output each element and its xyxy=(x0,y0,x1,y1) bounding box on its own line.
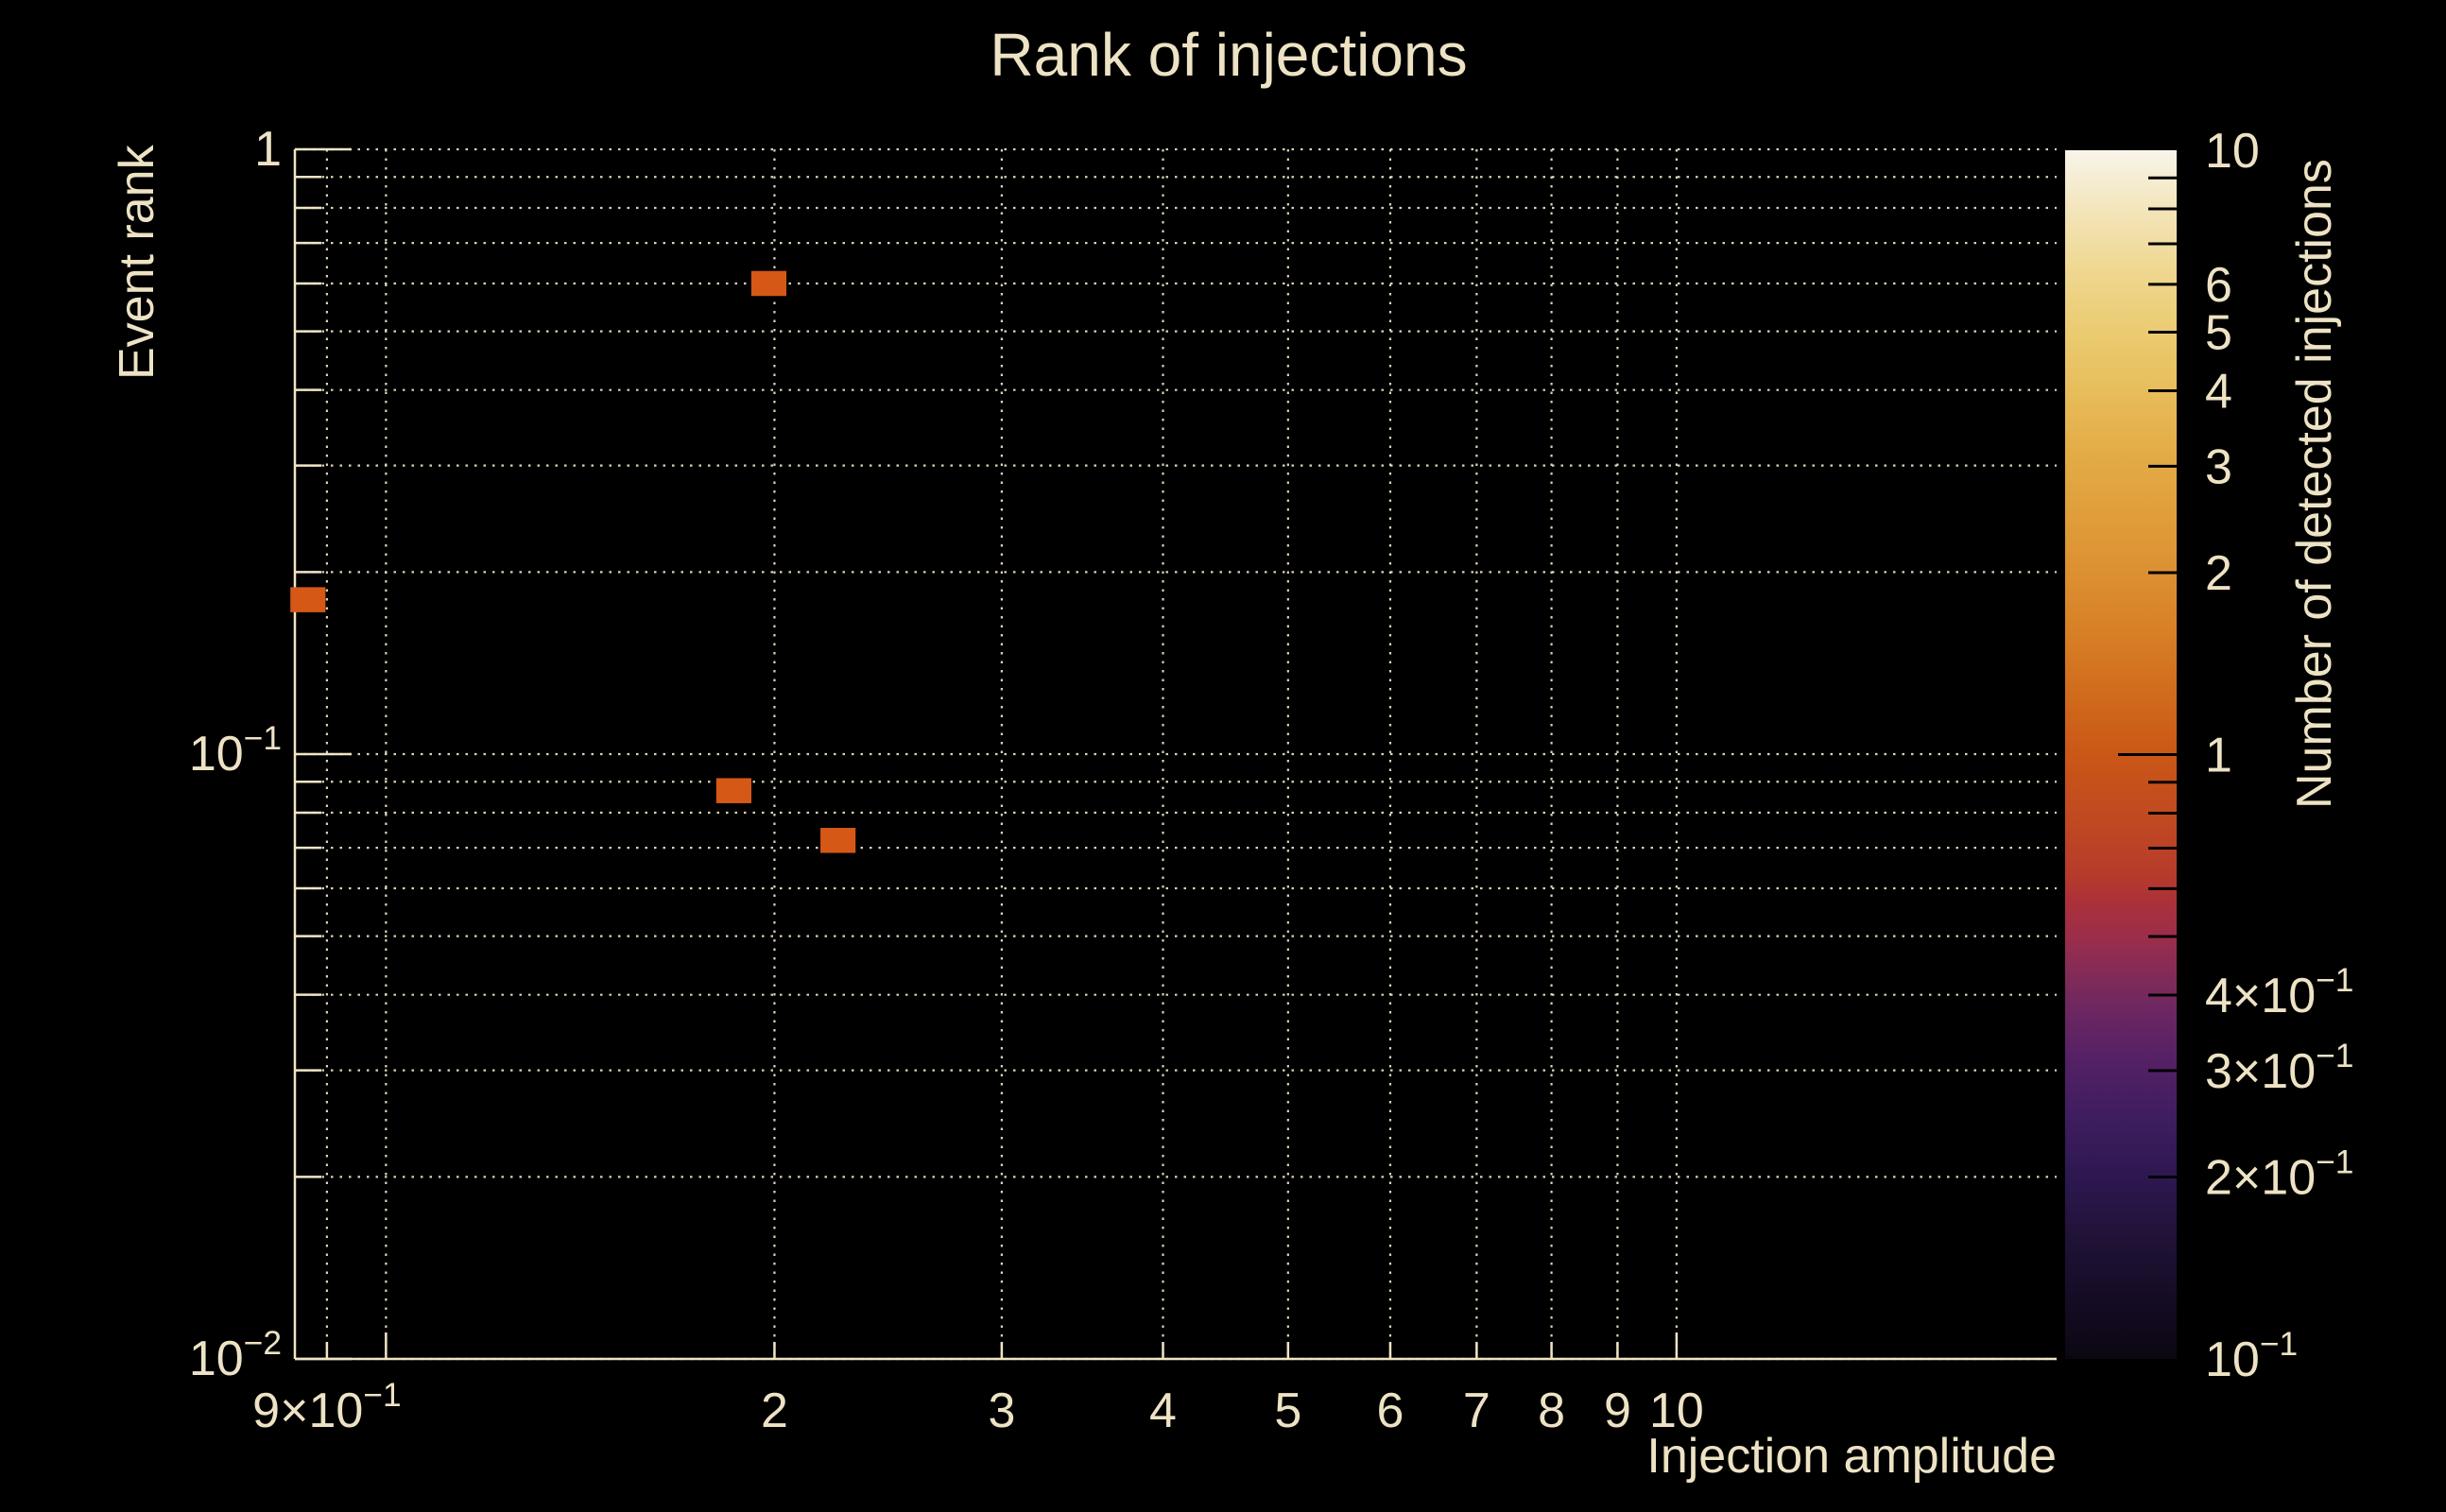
gridlines xyxy=(295,147,2057,1361)
tick-marks xyxy=(295,147,1679,1361)
x-tick-label: 6 xyxy=(1377,1383,1404,1438)
colorbar-tick-label: 3 xyxy=(2205,439,2232,494)
colorbar-tick-label: 4×10−1 xyxy=(2205,962,2353,1023)
chart-title: Rank of injections xyxy=(990,21,1467,89)
data-bin xyxy=(715,778,751,803)
colorbar-tick-label: 10−1 xyxy=(2205,1326,2298,1387)
x-tick-label: 4 xyxy=(1149,1383,1177,1438)
data-bin xyxy=(290,587,326,612)
colorbar-tick-label: 6 xyxy=(2205,258,2232,313)
x-tick-label: 3 xyxy=(988,1383,1015,1438)
x-tick-label: 9 xyxy=(1604,1383,1631,1438)
x-tick-label: 10 xyxy=(1649,1383,1704,1438)
y-axis-title: Event rank xyxy=(110,144,164,380)
colorbar-tick-label: 5 xyxy=(2205,306,2232,361)
data-bin xyxy=(750,270,787,297)
colorbar-tick-label: 2 xyxy=(2205,546,2232,601)
x-tick-label: 9×10−1 xyxy=(252,1377,401,1438)
colorbar-tick-label: 2×10−1 xyxy=(2205,1143,2353,1205)
data-bins xyxy=(290,270,856,853)
colorbar-tick-label: 10 xyxy=(2205,124,2260,179)
colorbar-tick-label: 4 xyxy=(2205,364,2232,419)
chart-built-layers: 9×10−1 2 3 4 5 6 7 8 9 10110−110−2106543214×10−13… xyxy=(189,122,2354,1438)
x-axis-title: Injection amplitude xyxy=(1646,1429,2057,1484)
y-tick-label: 10−1 xyxy=(189,720,282,782)
x-tick-label: 2 xyxy=(761,1383,788,1438)
y-tick-label: 1 xyxy=(254,122,282,177)
colorbar-title: Number of detected injections xyxy=(2287,159,2342,809)
x-tick-label: 5 xyxy=(1274,1383,1301,1438)
x-tick-label: 7 xyxy=(1463,1383,1490,1438)
colorbar-tick-label: 3×10−1 xyxy=(2205,1038,2353,1099)
colorbar-tick-label: 1 xyxy=(2205,729,2232,783)
x-tick-label: 8 xyxy=(1538,1383,1565,1438)
y-tick-label: 10−2 xyxy=(189,1325,282,1386)
data-bin xyxy=(820,828,856,853)
